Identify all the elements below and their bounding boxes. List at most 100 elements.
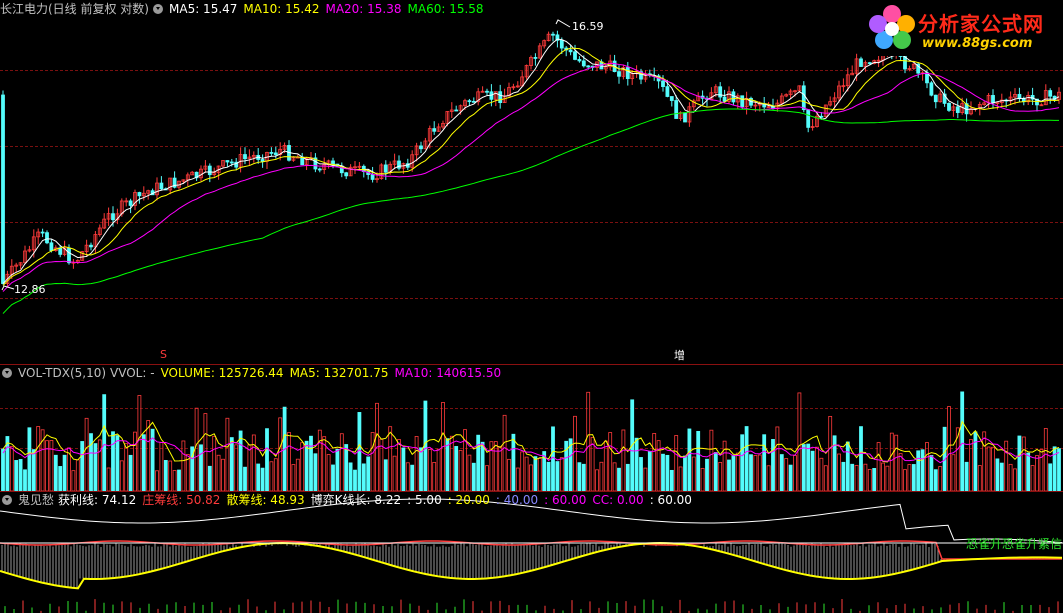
candle-body bbox=[80, 251, 85, 261]
volume-bar bbox=[881, 462, 885, 491]
level-40-label: : 40.00 bbox=[495, 493, 539, 507]
volume-ma10-line bbox=[2, 437, 1060, 464]
marker-zeng: 增 bbox=[674, 349, 685, 362]
price-pane[interactable]: 长江电力(日线 前复权 对数) MA5: 15.47 MA10: 15.42 MA20… bbox=[0, 0, 1063, 364]
volume-bar bbox=[5, 436, 10, 491]
candle-body bbox=[639, 71, 643, 80]
volume-bar bbox=[75, 459, 80, 491]
candle-body bbox=[625, 67, 630, 80]
volume-bar bbox=[564, 440, 569, 491]
candle-body bbox=[36, 231, 41, 238]
candle-body bbox=[243, 154, 247, 160]
candle-body bbox=[493, 91, 498, 100]
volume-bar bbox=[370, 432, 375, 491]
candle-body bbox=[370, 174, 375, 180]
volume-bar bbox=[973, 431, 978, 491]
candle-body bbox=[106, 213, 111, 220]
candle-body bbox=[581, 60, 586, 67]
candle-body bbox=[955, 106, 960, 113]
candle-body bbox=[397, 160, 401, 169]
volume-bar bbox=[304, 440, 309, 491]
volume-bar bbox=[339, 433, 344, 491]
ma60-label: MA60: 15.58 bbox=[407, 2, 484, 16]
volume-bar bbox=[647, 450, 652, 491]
candle-body bbox=[45, 232, 49, 244]
volume-bar bbox=[1052, 446, 1057, 491]
volume-bar bbox=[247, 444, 252, 491]
price-chart[interactable] bbox=[0, 0, 1063, 364]
candle-body bbox=[621, 67, 626, 77]
indicator-pane-menu-icon[interactable] bbox=[2, 494, 12, 505]
candle-body bbox=[419, 145, 423, 150]
candle-body bbox=[207, 165, 212, 176]
volume-bar bbox=[1004, 440, 1009, 491]
indicator-menu-icon[interactable] bbox=[153, 3, 163, 14]
candle-body bbox=[784, 94, 789, 97]
candle-body bbox=[155, 182, 159, 196]
volume-menu-icon[interactable] bbox=[2, 367, 12, 378]
volume-bar bbox=[287, 432, 291, 491]
volume-bar bbox=[608, 432, 613, 491]
volume-bar bbox=[493, 441, 498, 491]
volume-bar bbox=[273, 458, 278, 491]
volume-bar bbox=[775, 426, 780, 491]
candle-body bbox=[392, 160, 397, 165]
candle-body bbox=[1, 94, 5, 284]
volume-bar bbox=[102, 394, 107, 491]
candle-body bbox=[744, 97, 749, 108]
volume-bar bbox=[344, 444, 349, 491]
candle-body bbox=[379, 164, 384, 180]
volume-bar bbox=[947, 406, 951, 491]
volume-bar bbox=[106, 467, 111, 491]
volume-bar bbox=[520, 451, 525, 491]
volume-bar bbox=[190, 446, 195, 491]
volume-bar bbox=[159, 442, 164, 491]
candle-body bbox=[480, 90, 485, 93]
candle-body bbox=[190, 171, 195, 176]
volume-bar bbox=[854, 464, 859, 491]
indicator-chart[interactable] bbox=[0, 491, 1063, 613]
candle-body bbox=[933, 94, 938, 103]
candle-body bbox=[89, 244, 93, 248]
volume-bar bbox=[326, 454, 331, 491]
candle-body bbox=[810, 126, 815, 128]
level-60-label: : 60.00 bbox=[544, 493, 587, 507]
flower-icon bbox=[869, 5, 915, 49]
candle-body bbox=[247, 156, 252, 160]
site-logo: 分析家公式网 www.88gs.com bbox=[864, 0, 1063, 56]
candle-body bbox=[573, 51, 577, 60]
candle-body bbox=[586, 65, 591, 68]
candle-body bbox=[806, 109, 811, 128]
candle-body bbox=[753, 104, 758, 107]
volume-bar bbox=[555, 461, 560, 491]
candle-body bbox=[845, 74, 850, 87]
volume-bar bbox=[859, 426, 863, 491]
volume-bar bbox=[291, 464, 296, 491]
volume-bar bbox=[199, 444, 203, 491]
volume-bar bbox=[621, 429, 626, 491]
volume-bar bbox=[1017, 435, 1022, 491]
candle-body bbox=[823, 104, 828, 117]
candle-body bbox=[533, 57, 538, 59]
volume-bar bbox=[322, 436, 327, 491]
candle-body bbox=[62, 247, 67, 255]
volume-bar bbox=[634, 437, 639, 491]
candle-body bbox=[463, 100, 467, 107]
volume-bar bbox=[841, 461, 846, 491]
candle-body bbox=[1057, 91, 1061, 100]
volume-bar bbox=[353, 469, 357, 491]
candle-body bbox=[837, 85, 841, 99]
candle-body bbox=[234, 161, 239, 168]
volume-bar bbox=[920, 449, 925, 491]
volume-pane[interactable]: VOL-TDX(5,10) VVOL: - VOLUME: 125726.44 MA5… bbox=[0, 364, 1063, 491]
volume-chart[interactable] bbox=[0, 364, 1063, 491]
volume-bar bbox=[124, 443, 129, 491]
volume-bar bbox=[735, 452, 740, 491]
volume-bar bbox=[951, 454, 956, 491]
candle-body bbox=[485, 90, 489, 93]
volume-bar bbox=[1008, 463, 1013, 491]
volume-bar bbox=[150, 428, 155, 491]
indicator-pane[interactable]: 鬼见愁 获利线: 74.12 庄筹线: 50.82 散筹线: 48.93 博弈K线长: … bbox=[0, 491, 1063, 613]
volume-bar bbox=[502, 414, 507, 491]
volume-bar bbox=[709, 429, 714, 491]
